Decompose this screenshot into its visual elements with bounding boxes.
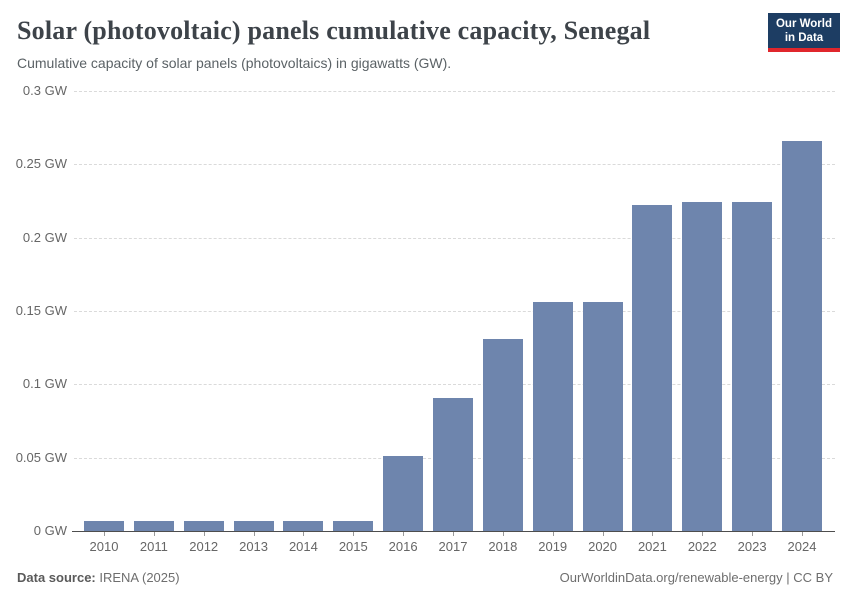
x-axis-label-2021: 2021 bbox=[637, 539, 667, 554]
bar-2021[interactable] bbox=[632, 205, 673, 531]
bar-2011[interactable] bbox=[133, 520, 174, 531]
x-axis-label-2024: 2024 bbox=[787, 539, 817, 554]
bar-2012[interactable] bbox=[183, 520, 224, 531]
owid-logo: Our World in Data bbox=[768, 13, 840, 52]
footer-attribution: OurWorldinData.org/renewable-energy | CC… bbox=[560, 570, 833, 585]
bar-2022[interactable] bbox=[682, 202, 723, 531]
bar-2024[interactable] bbox=[781, 140, 822, 531]
bar-2016[interactable] bbox=[383, 456, 424, 531]
x-axis-tick bbox=[253, 532, 255, 536]
license-label: CC BY bbox=[793, 570, 833, 585]
x-axis-tick bbox=[652, 532, 654, 536]
x-axis-tick bbox=[752, 532, 754, 536]
y-axis-tick-label: 0.3 GW bbox=[22, 83, 67, 98]
x-axis-line bbox=[72, 531, 835, 532]
x-axis-tick bbox=[153, 532, 155, 536]
owid-logo-line1: Our World bbox=[775, 18, 832, 30]
gridline-0.2-GW bbox=[74, 237, 835, 239]
y-axis-tick-label: 0.15 GW bbox=[15, 303, 67, 318]
x-axis-label-2016: 2016 bbox=[388, 539, 418, 554]
x-axis-tick bbox=[602, 532, 604, 536]
x-axis-tick bbox=[403, 532, 405, 536]
bar-2018[interactable] bbox=[482, 338, 523, 531]
bar-2014[interactable] bbox=[283, 520, 324, 531]
footer-separator: | bbox=[782, 570, 794, 585]
data-source-note: Data source: IRENA (2025) bbox=[17, 570, 180, 585]
bar-2017[interactable] bbox=[432, 397, 473, 531]
x-axis-tick bbox=[353, 532, 355, 536]
gridline-0.15-GW bbox=[74, 311, 835, 312]
y-axis-tick-label: 0.1 GW bbox=[22, 376, 67, 392]
x-axis-tick bbox=[452, 532, 454, 536]
gridline-0.25-GW bbox=[74, 164, 835, 166]
y-axis-tick-label: 0.2 GW bbox=[22, 229, 67, 245]
chart-subtitle: Cumulative capacity of solar panels (pho… bbox=[17, 55, 452, 71]
x-axis-label-2014: 2014 bbox=[288, 539, 318, 554]
y-axis-tick-label: 0.05 GW bbox=[15, 449, 67, 465]
data-source-value: IRENA (2025) bbox=[99, 570, 180, 585]
x-axis-label-2013: 2013 bbox=[239, 539, 269, 554]
x-axis-tick bbox=[502, 532, 504, 536]
y-axis-tick-label: 0 GW bbox=[33, 523, 67, 538]
x-axis-label-2010: 2010 bbox=[89, 539, 119, 554]
x-axis-tick bbox=[552, 532, 554, 536]
bar-2023[interactable] bbox=[732, 202, 773, 531]
x-axis-tick bbox=[801, 532, 803, 536]
data-source-label: Data source: bbox=[17, 570, 96, 585]
owid-logo-line2: in Data bbox=[784, 32, 824, 44]
x-axis-label-2017: 2017 bbox=[438, 539, 468, 554]
bar-2010[interactable] bbox=[84, 520, 124, 531]
x-axis-label-2011: 2011 bbox=[139, 539, 168, 554]
bar-2013[interactable] bbox=[233, 520, 274, 531]
bar-2020[interactable] bbox=[582, 302, 623, 531]
gridline-0.1-GW bbox=[74, 384, 835, 386]
x-axis-label-2022: 2022 bbox=[687, 539, 717, 554]
x-axis-label-2023: 2023 bbox=[737, 539, 767, 554]
bar-2015[interactable] bbox=[333, 520, 374, 531]
bar-2019[interactable] bbox=[532, 302, 573, 531]
y-axis-tick-label: 0.25 GW bbox=[15, 156, 67, 172]
x-axis-label-2019: 2019 bbox=[538, 539, 568, 554]
owid-url-link[interactable]: OurWorldinData.org/renewable-energy bbox=[559, 570, 783, 585]
x-axis-label-2015: 2015 bbox=[338, 539, 368, 554]
chart-title: Solar (photovoltaic) panels cumulative c… bbox=[17, 16, 651, 45]
x-axis-label-2012: 2012 bbox=[189, 539, 219, 554]
x-axis-label-2018: 2018 bbox=[488, 539, 518, 554]
x-axis-tick bbox=[104, 532, 105, 536]
x-axis-tick bbox=[702, 532, 704, 536]
x-axis-tick bbox=[303, 532, 305, 536]
x-axis-label-2020: 2020 bbox=[588, 539, 618, 554]
gridline-0.3-GW bbox=[74, 91, 835, 92]
x-axis-tick bbox=[203, 532, 205, 536]
